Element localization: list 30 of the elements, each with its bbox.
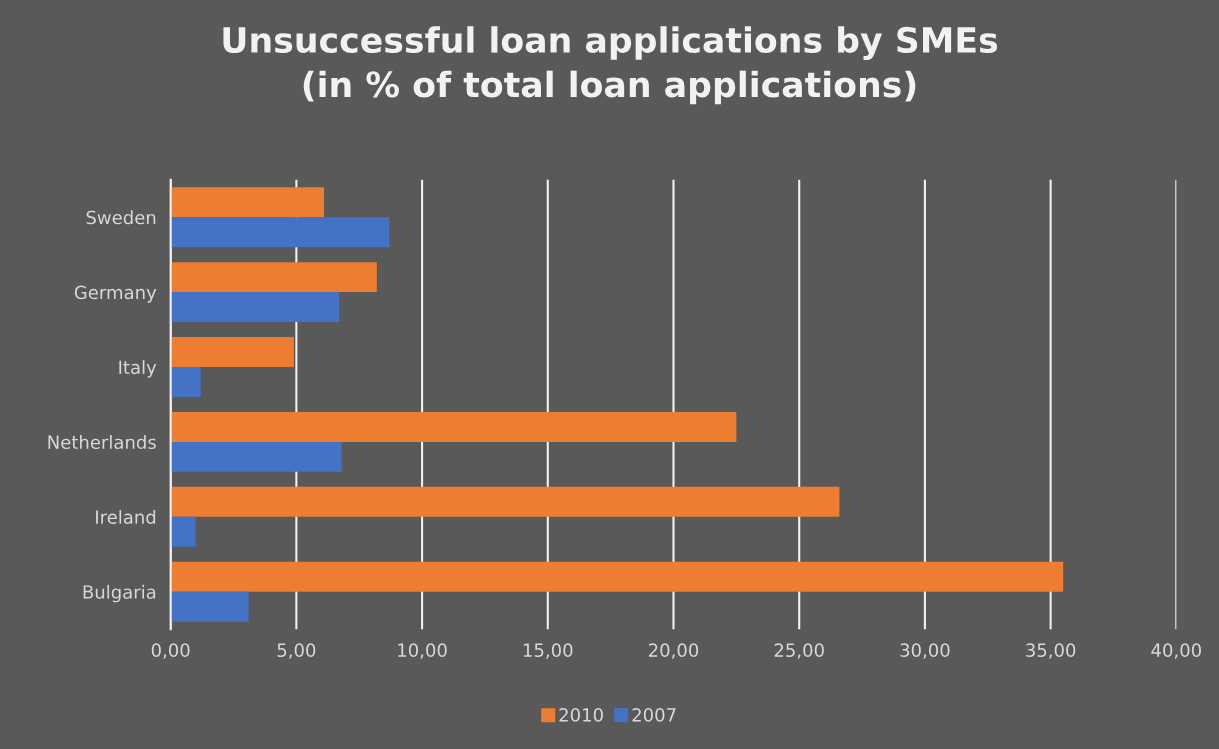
- y-tick-label: Sweden: [86, 210, 156, 225]
- x-tick-label: 20,00: [648, 643, 699, 659]
- bar: [170, 217, 390, 248]
- bar: [170, 292, 340, 323]
- bar: [170, 187, 325, 218]
- x-tick-label: 25,00: [774, 643, 824, 659]
- bar: [170, 441, 342, 472]
- x-tick-label: 5,00: [277, 643, 316, 659]
- bar: [170, 516, 196, 547]
- x-tick-label: 40,00: [1151, 643, 1201, 659]
- y-tick-label: Italy: [119, 360, 157, 378]
- bar: [170, 262, 377, 293]
- x-tick-label: 10,00: [398, 643, 447, 659]
- bar: [170, 411, 737, 442]
- bar: [170, 591, 249, 622]
- y-tick-label: Bulgaria: [83, 584, 156, 603]
- x-tick-label: 30,00: [900, 643, 950, 659]
- x-tick-label: 0,00: [151, 643, 190, 659]
- bar: [170, 486, 840, 517]
- x-tick-label: 15,00: [523, 643, 573, 659]
- y-tick-label: Netherlands: [48, 435, 156, 450]
- chart-title: Unsuccessful loan applications by SMEs (in % of total loan applications): [223, 26, 998, 105]
- legend-label: 2007: [632, 708, 676, 722]
- bar: [170, 367, 201, 397]
- legend-label: 2010: [559, 708, 603, 722]
- bar: [170, 337, 294, 368]
- x-tick-label: 35,00: [1026, 643, 1076, 659]
- y-tick-label: Germany: [74, 285, 157, 303]
- bar: [170, 561, 1064, 592]
- y-tick-label: Ireland: [96, 509, 156, 524]
